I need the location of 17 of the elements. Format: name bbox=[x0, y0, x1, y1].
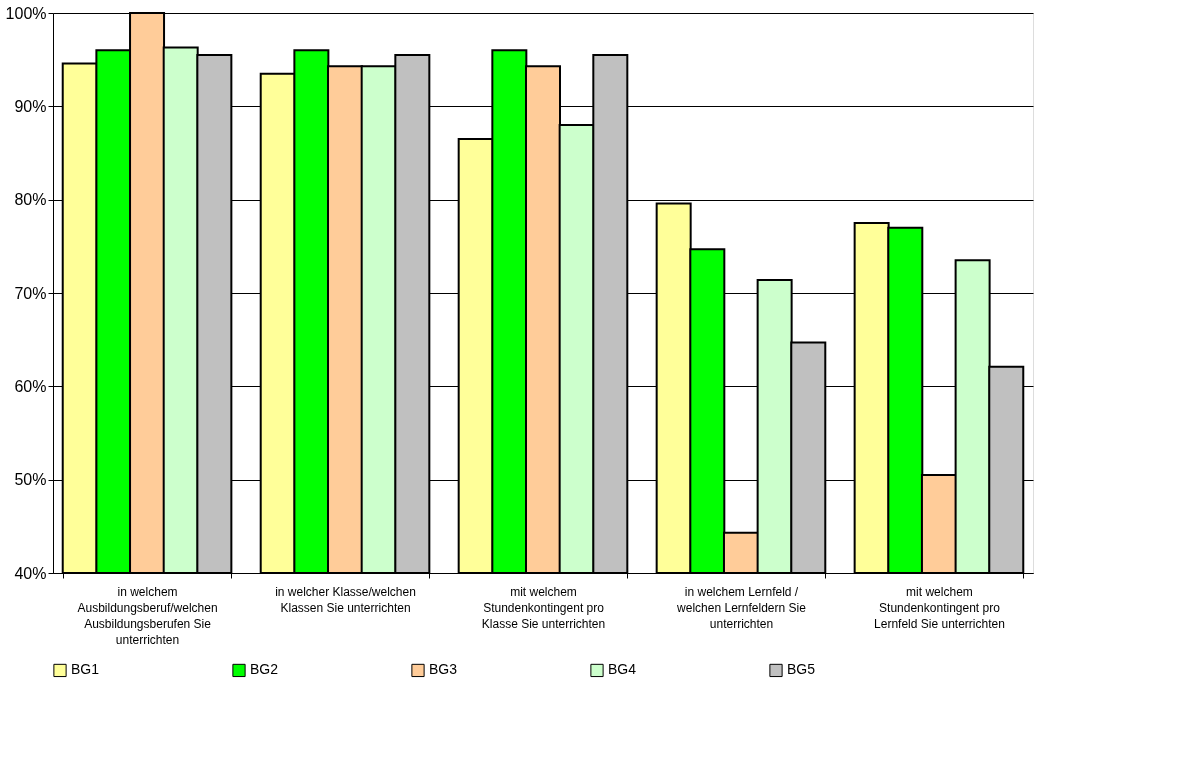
y-tick-label: 60% bbox=[14, 377, 47, 395]
x-tick-label: mit welchem Stundenkontingent pro Lernfeld Sie unterrichten bbox=[874, 584, 1005, 631]
legend-label: BG1 bbox=[71, 661, 100, 678]
x-tick-label: in welchem Lernfeld / welchen Lernfeldern Sie unterrichten bbox=[676, 584, 807, 631]
y-tick-label: 40% bbox=[14, 564, 47, 582]
legend-label: BG5 bbox=[787, 661, 816, 678]
legend-label: BG3 bbox=[429, 661, 458, 678]
x-tick-label: in welchem Ausbildungsberuf/welchen Ausbildungsberufen Sie unterrichten bbox=[77, 584, 218, 647]
y-tick-label: 80% bbox=[14, 191, 47, 209]
legend-label: BG2 bbox=[250, 661, 279, 678]
y-tick-label: 50% bbox=[14, 471, 47, 489]
y-tick-label: 90% bbox=[14, 97, 47, 115]
x-tick-label: mit welchem Stundenkontingent pro Klasse Sie unterrichten bbox=[481, 584, 606, 631]
legend-label: BG4 bbox=[608, 661, 637, 678]
y-tick-label: 70% bbox=[14, 284, 47, 302]
y-tick-label: 100% bbox=[5, 4, 47, 22]
x-tick-label: in welcher Klasse/welchen Klassen Sie unterrichten bbox=[275, 584, 416, 615]
